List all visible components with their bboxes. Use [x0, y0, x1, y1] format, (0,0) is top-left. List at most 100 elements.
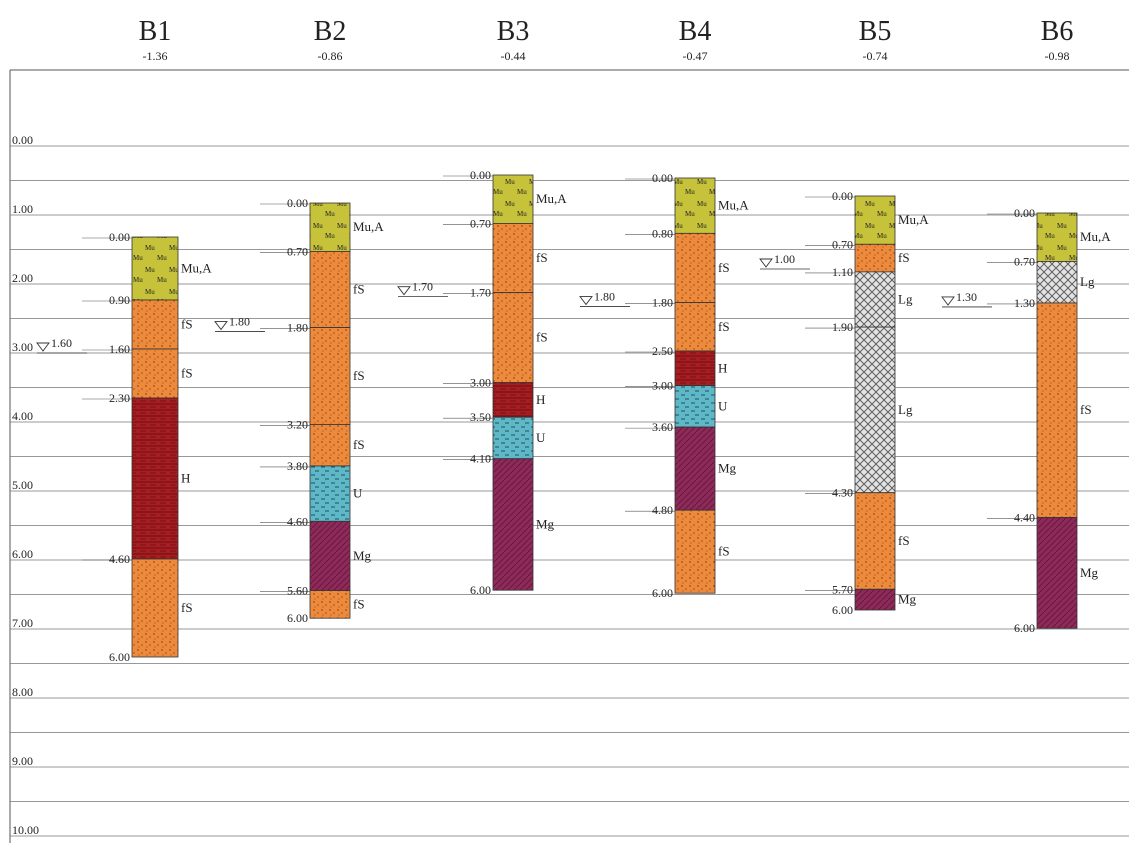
layer-top-depth: 1.80 [652, 296, 673, 310]
soil-layer-u [310, 466, 350, 521]
layer-top-depth: 3.00 [470, 376, 491, 390]
soil-layer-fs [132, 559, 178, 657]
borehole-title: B2 [314, 16, 347, 47]
depth-scale-label: 8.00 [12, 685, 33, 699]
depth-scale-label: 5.00 [12, 478, 33, 492]
layer-top-depth: 4.40 [1014, 510, 1035, 524]
soil-layer-lg [855, 327, 895, 493]
soil-layer-mu-a [1037, 213, 1077, 261]
soil-label-mu-a: Mu,A [536, 191, 567, 206]
layer-top-depth: 0.00 [652, 171, 673, 185]
soil-label-fs: fS [353, 282, 365, 297]
water-table-icon [760, 259, 772, 267]
soil-layer-fs [493, 293, 533, 383]
soil-layer-lg [855, 272, 895, 327]
water-table-icon [398, 287, 410, 295]
borehole-columns: B1 -1.36 0.00 Mu,A 0.90 fS 1.60 fS 2.30 H 4.60 fS 6.… [37, 16, 1111, 664]
soil-layer-fs [675, 510, 715, 593]
soil-label-mu-a: Mu,A [181, 261, 212, 276]
water-table-depth: 1.80 [229, 315, 250, 329]
layer-top-depth: 3.60 [652, 420, 673, 434]
water-table-depth: 1.60 [51, 336, 72, 350]
soil-label-fs: fS [898, 250, 910, 265]
soil-layer-h [493, 383, 533, 418]
soil-label-mu-a: Mu,A [898, 212, 929, 227]
soil-label-h: H [718, 360, 727, 375]
layer-top-depth: 3.50 [470, 410, 491, 424]
layer-top-depth: 0.00 [470, 168, 491, 182]
soil-layer-mg [675, 427, 715, 510]
soil-layer-fs [675, 303, 715, 351]
water-table-icon [580, 297, 592, 305]
layer-top-depth: 0.70 [287, 244, 308, 258]
layer-top-depth: 0.70 [832, 237, 853, 251]
soil-label-u: U [718, 398, 728, 413]
soil-layer-mu-a [675, 178, 715, 233]
soil-label-mg: Mg [1080, 565, 1099, 580]
water-table-depth: 1.00 [774, 252, 795, 266]
borehole-elevation: -0.44 [501, 49, 526, 63]
soil-label-fs: fS [536, 250, 548, 265]
water-table-icon [215, 322, 227, 330]
soil-label-fs: fS [353, 368, 365, 383]
depth-scale-label: 2.00 [12, 271, 33, 285]
soil-layer-fs [1037, 303, 1077, 518]
soil-layer-mu-a [310, 203, 350, 251]
soil-label-mu-a: Mu,A [353, 219, 384, 234]
borehole-bottom-depth: 6.00 [1014, 621, 1035, 635]
water-table-icon [37, 343, 49, 351]
borehole-b2: B2 -0.86 0.00 Mu,A 0.70 fS 1.80 fS 3.20 fS 3.80 U 4.… [215, 16, 384, 625]
soil-layer-h [675, 351, 715, 386]
soil-label-h: H [181, 471, 190, 486]
water-table-depth: 1.70 [412, 280, 433, 294]
soil-label-fs: fS [181, 317, 193, 332]
soil-label-fs: fS [1080, 402, 1092, 417]
depth-scale-label: 10.00 [12, 823, 39, 837]
soil-label-fs: fS [181, 600, 193, 615]
soil-label-fs: fS [353, 437, 365, 452]
layer-top-depth: 0.80 [652, 226, 673, 240]
soil-layer-fs [855, 244, 895, 272]
borehole-bottom-depth: 6.00 [109, 650, 130, 664]
soil-label-lg: Lg [1080, 274, 1095, 289]
soil-label-lg: Lg [898, 402, 913, 417]
soil-layer-fs [310, 591, 350, 619]
layer-top-depth: 0.90 [109, 293, 130, 307]
layer-top-depth: 0.00 [832, 189, 853, 203]
soil-label-fs: fS [898, 533, 910, 548]
layer-top-depth: 3.20 [287, 417, 308, 431]
soil-label-fs: fS [181, 366, 193, 381]
soil-label-mg: Mg [898, 592, 917, 607]
soil-layer-fs [855, 493, 895, 590]
depth-scale-label: 9.00 [12, 754, 33, 768]
soil-layer-mg [1037, 517, 1077, 628]
water-table-depth: 1.80 [594, 290, 615, 304]
borehole-b3: B3-0.440.00Mu,A0.70fS1.70fS3.00H3.50U4.1… [398, 16, 567, 597]
soil-label-u: U [353, 486, 363, 501]
soil-label-fs: fS [353, 596, 365, 611]
borehole-elevation: -0.47 [683, 49, 708, 63]
soil-layer-mu-a [855, 196, 895, 244]
soil-label-fs: fS [718, 319, 730, 334]
soil-layer-fs [310, 328, 350, 425]
layer-top-depth: 1.10 [832, 265, 853, 279]
layer-top-depth: 3.80 [287, 459, 308, 473]
layer-top-depth: 0.00 [287, 196, 308, 210]
borehole-b6: B6-0.980.00Mu,A0.70Lg1.30fS4.40Mg6.001.3… [942, 16, 1111, 635]
borehole-elevation: -0.74 [863, 49, 888, 63]
soil-layer-mg [310, 521, 350, 590]
layer-top-depth: 4.30 [832, 486, 853, 500]
borehole-b1: B1-1.360.00Mu,A0.90fS1.60fS2.30H4.60fS6.… [37, 16, 212, 664]
soil-label-mu-a: Mu,A [718, 198, 749, 213]
soil-label-lg: Lg [898, 292, 913, 307]
layer-top-depth: 0.70 [1014, 254, 1035, 268]
depth-scale-label: 4.00 [12, 409, 33, 423]
depth-scale-label: 1.00 [12, 202, 33, 216]
soil-layer-fs [132, 349, 178, 398]
soil-label-u: U [536, 430, 546, 445]
layer-top-depth: 0.00 [1014, 206, 1035, 220]
soil-layer-h [132, 398, 178, 559]
layer-top-depth: 1.60 [109, 342, 130, 356]
soil-layer-mg [855, 589, 895, 610]
layer-top-depth: 4.60 [287, 514, 308, 528]
